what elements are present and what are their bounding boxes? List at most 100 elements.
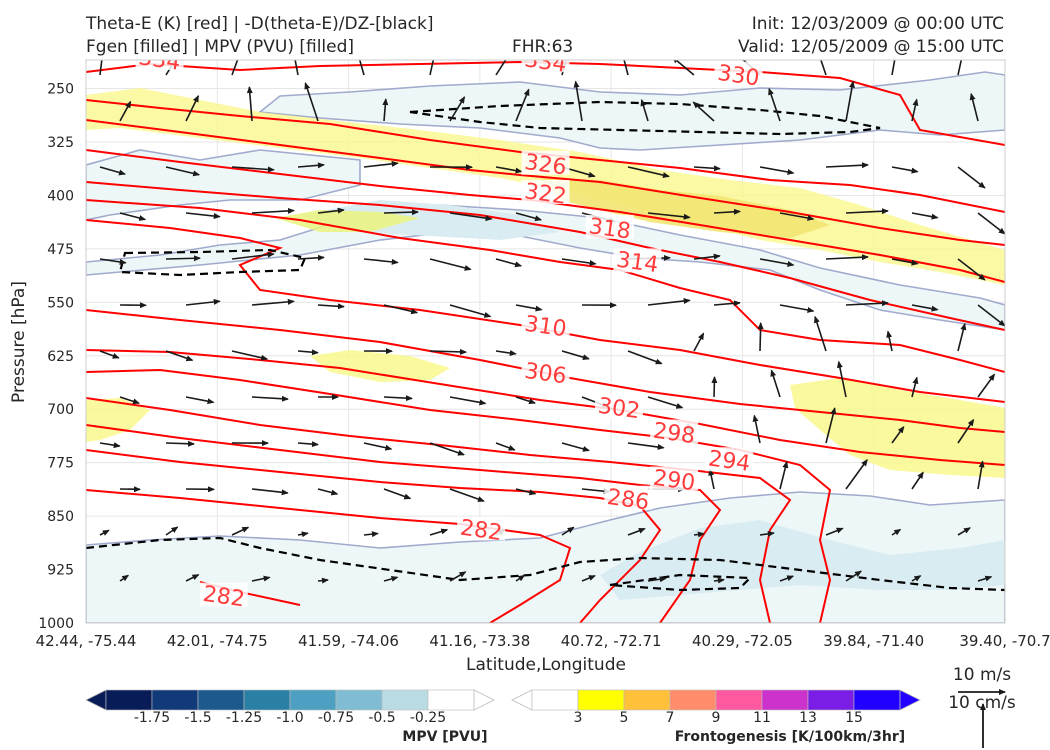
mpv-colorbar-start-cap [85, 689, 107, 711]
wind-vector-arrow [647, 298, 691, 306]
plot-frame [85, 59, 1006, 624]
mpv-colorbar-tick-label: -1.0 [276, 710, 303, 726]
contour-label-background [595, 394, 644, 419]
fgen-colorbar: 3 5 7 9 11 13 15 [511, 689, 921, 726]
wind-vector-arrow [165, 166, 201, 177]
theta-e-line-334 [86, 60, 1005, 146]
plot-area: 334 334 3303263223183143103063022982942902… [85, 59, 1006, 624]
mpv-colorbar-swatch [197, 689, 245, 711]
mpv-colorbar-tick-label: -1.5 [184, 710, 211, 726]
contour-label-background [613, 248, 662, 273]
fgen-colorbar-swatch [715, 689, 763, 711]
wind-vector-arrow [231, 526, 250, 536]
wind-vector-arrow [825, 527, 844, 536]
wind-vector-arrow [647, 576, 667, 583]
y-tick-label: 1000 [38, 616, 74, 632]
wind-vector-arrow [251, 395, 289, 402]
y-axis-ticks: 250 325 400 475 550 625 700 775 850 925 1000 [38, 82, 74, 632]
wind-vector-arrow [495, 258, 523, 268]
mpv-colorbar-tick-label: -1.25 [226, 710, 262, 726]
theta-e-contours [86, 60, 1005, 623]
contour-label-background [714, 61, 763, 86]
wind-vector-arrow [185, 212, 221, 220]
wind-vector-arrow [713, 300, 741, 307]
theta-e-line-310 [86, 219, 1005, 403]
wind-vector-arrow [886, 330, 893, 352]
theta-e-line-314 [86, 199, 1005, 373]
fgen-fill-core [540, 178, 830, 238]
wind-vector-arrow [317, 577, 329, 584]
fgen-colorbar-swatch [623, 689, 671, 711]
fgen-colorbar-label: Frontogenesis [K/100km/3hr] [675, 729, 905, 745]
wind-vector-arrow [627, 442, 665, 450]
mpv-colorbar-swatch [381, 689, 429, 711]
wind-vectors [99, 60, 1005, 584]
mpv-fill-upper [86, 149, 361, 221]
wind-vector-arrow [99, 60, 103, 76]
contour-label-background [521, 179, 570, 204]
fgen-colorbar-swatch [807, 689, 855, 711]
header-forecast-hour: FHR:63 [512, 37, 574, 57]
x-tick-label: 40.72, -72.71 [561, 632, 662, 650]
wind-vector-arrow [304, 82, 319, 122]
fgen-colorbar-tick-label: 5 [620, 710, 629, 726]
contour-label-background [457, 516, 506, 541]
wind-vector-arrow [185, 396, 215, 405]
x-axis-ticks: 42.44, -75.44 42.01, -74.75 41.59, -74.06 4… [36, 632, 1050, 650]
wind-vector-arrow [99, 442, 121, 449]
wind-vector-arrow [768, 87, 781, 122]
wind-vector-arrow [891, 166, 919, 174]
wind-vector-arrow [515, 88, 530, 122]
filled-fields: 334 334 3303263223183143103063022982942902… [86, 60, 1005, 623]
wind-vector-arrow [356, 60, 365, 76]
wind-vector-arrow [779, 304, 815, 313]
header-init-time: Init: 12/03/2009 @ 00:00 UTC [751, 14, 1004, 34]
y-tick-label: 550 [47, 295, 74, 311]
y-tick-label: 475 [47, 242, 74, 258]
mpv-colorbar-end-cap [473, 689, 495, 711]
wind-vector-arrow [845, 208, 889, 215]
wind-vector-arrow [957, 258, 986, 281]
wind-vector-arrow [693, 332, 705, 352]
fgen-fill-left-edge [86, 398, 150, 442]
wind-vector-arrow [573, 80, 583, 122]
contour-label-background [521, 312, 570, 337]
wind-vector-arrow [779, 575, 795, 582]
wind-vector-arrow [185, 298, 221, 306]
contour-label-background [650, 419, 699, 444]
wind-vector-arrow [759, 166, 795, 175]
mpv-colorbar-tick-label: -1.75 [134, 710, 170, 726]
wind-vector-arrow [977, 460, 985, 490]
wind-vector-arrow [957, 418, 975, 444]
wind-vector-arrow [119, 396, 140, 405]
wind-vector-arrow [647, 396, 684, 409]
dashed-contour-lower-inner [609, 573, 753, 592]
mpv-colorbar-swatch [289, 689, 337, 711]
wind-vector-arrow [515, 212, 543, 222]
contour-label-background [521, 60, 570, 73]
wind-vector-arrow [911, 376, 919, 398]
wind-vector-arrow [845, 300, 889, 307]
wind-vector-arrow [977, 212, 1005, 235]
wind-vector-arrow [449, 571, 467, 582]
mpv-fill-top [257, 71, 1005, 151]
wind-vector-arrow [845, 570, 862, 582]
x-tick-label: 42.44, -75.44 [36, 632, 137, 650]
wind-vector-arrow [383, 395, 413, 402]
wind-vector-arrow [317, 488, 339, 496]
wind-vector-arrow [429, 528, 449, 536]
theta-e-contour-label: 282 [201, 582, 246, 613]
wind-vector-arrow [581, 574, 596, 582]
theta-e-contour-label: 294 [707, 446, 752, 477]
wind-vector-arrow [713, 208, 741, 215]
wind-vector-arrow [251, 207, 295, 214]
theta-e-contour-label: 318 [587, 214, 632, 245]
contour-label-background [705, 447, 754, 472]
wind-vector-arrow [911, 212, 939, 220]
mpv-colorbar-label: MPV [PVU] [402, 729, 487, 745]
theta-e-contour-label: 322 [523, 179, 568, 210]
wind-vector-arrow [911, 575, 922, 582]
header-title-line1: Theta-E (K) [red] | -D(theta-E)/DZ-[blac… [86, 14, 434, 34]
wind-vector-arrow [383, 209, 419, 216]
fgen-colorbar-tick-label: 3 [574, 710, 583, 726]
